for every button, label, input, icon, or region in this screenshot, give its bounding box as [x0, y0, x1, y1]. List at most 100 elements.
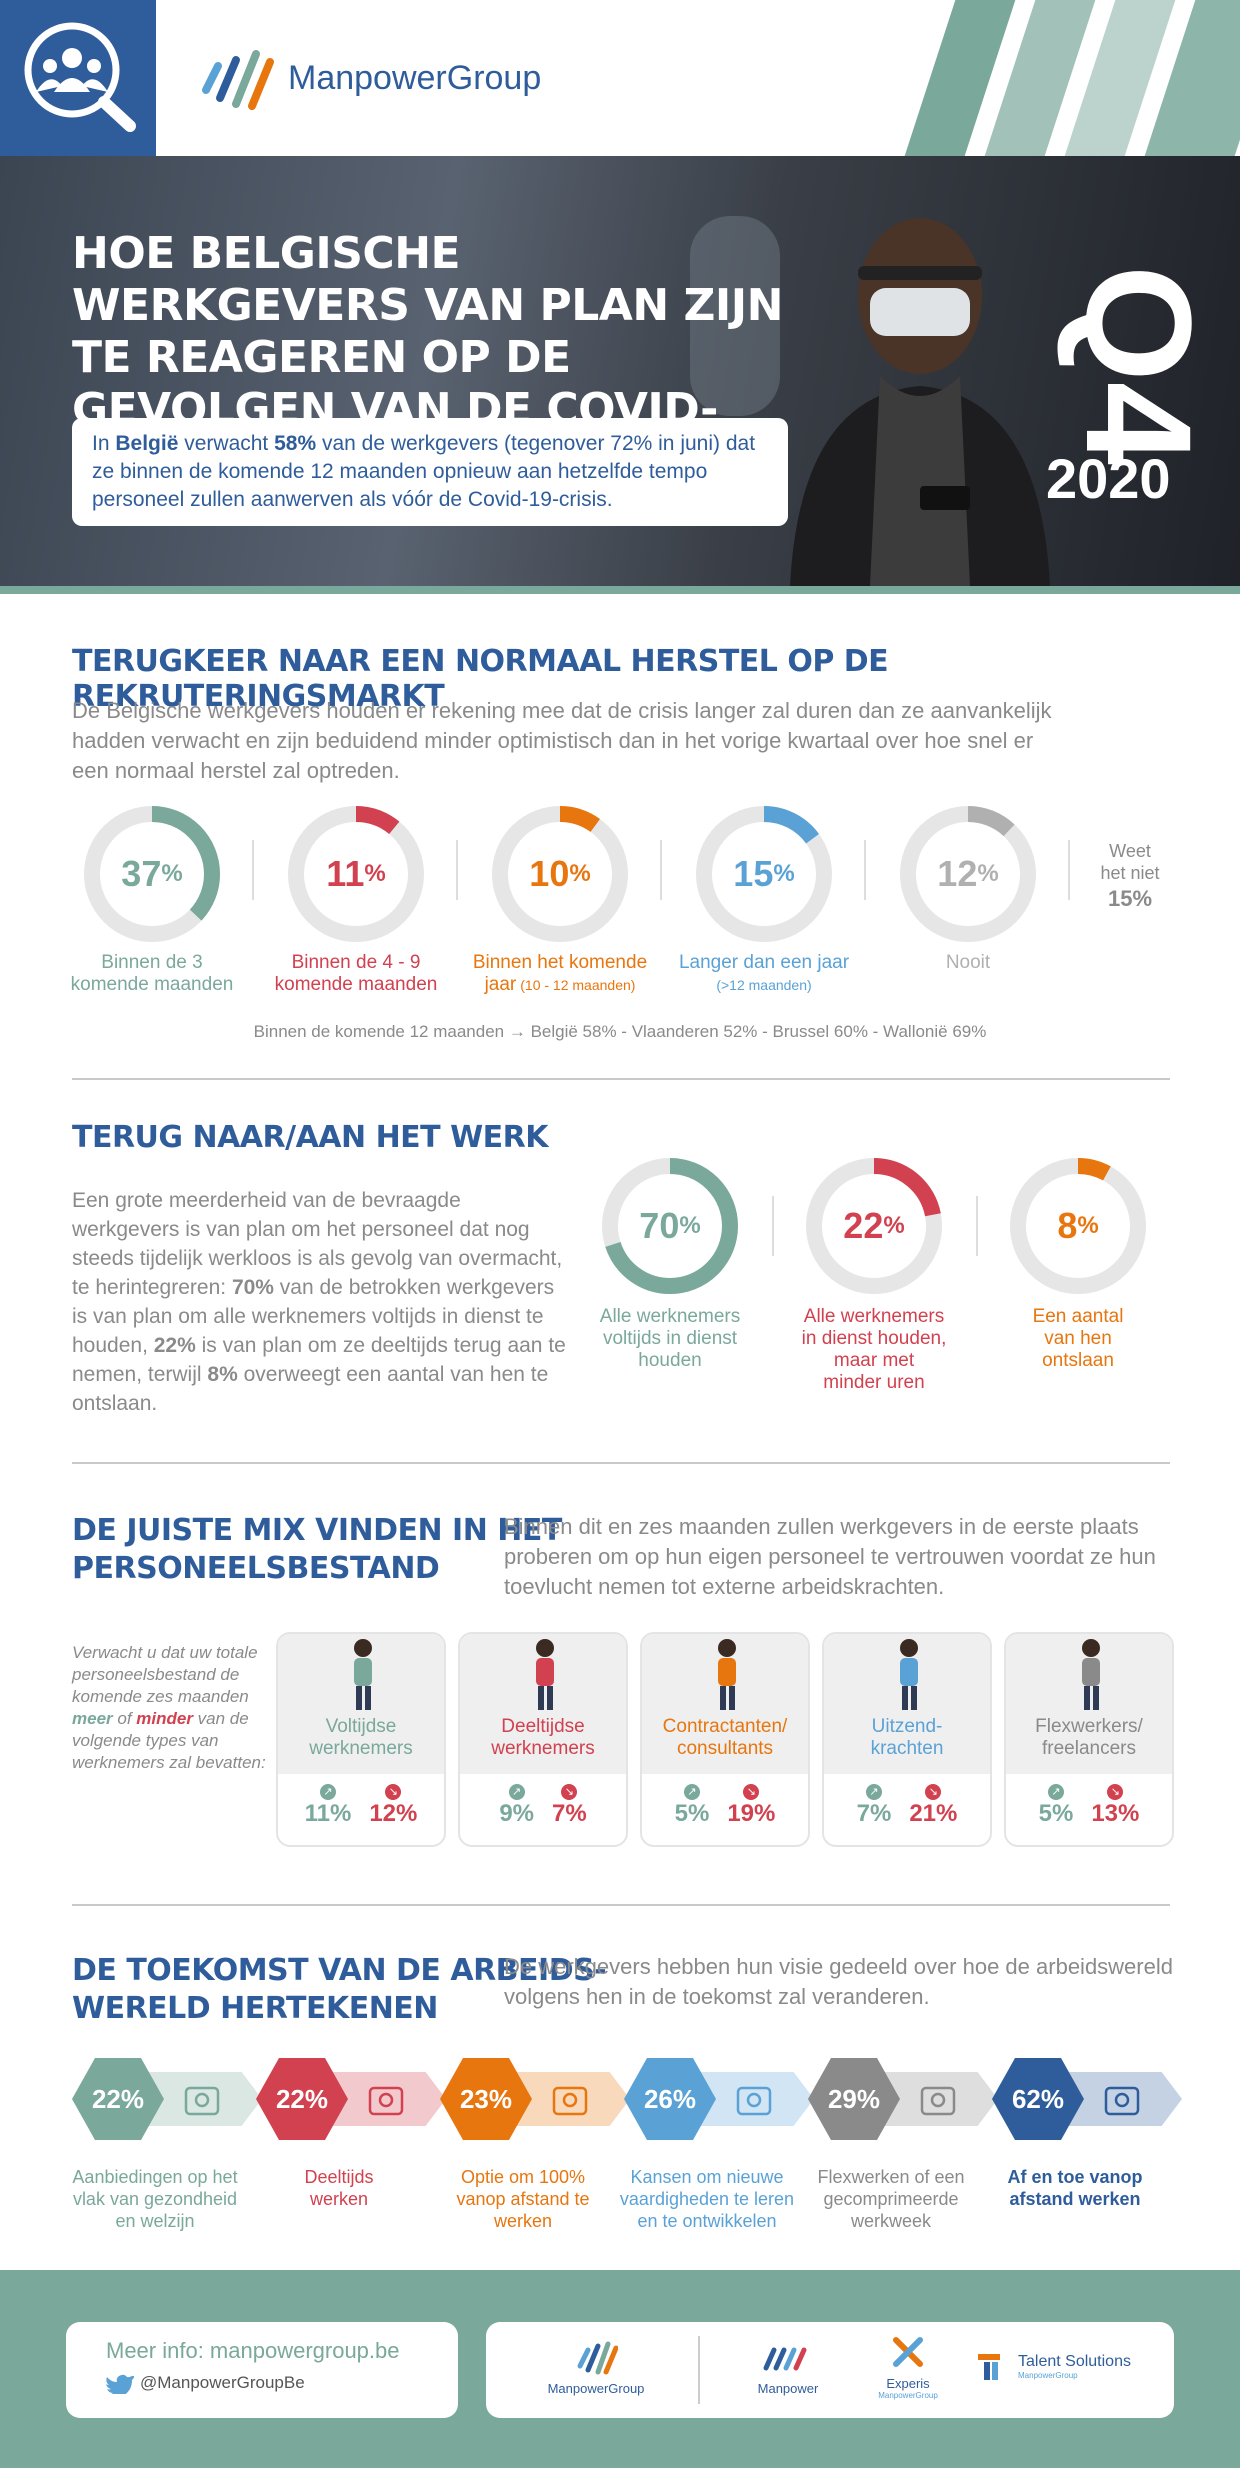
worker-figure-icon: [536, 1639, 554, 1710]
label-line: Binnen het komende: [472, 952, 648, 973]
percent-less: 12%: [369, 1800, 418, 1827]
logo-text: ManpowerGroup: [547, 2381, 645, 2396]
twitter-link[interactable]: @ManpowerGroupBe: [106, 2372, 418, 2394]
percent-less: 7%: [552, 1800, 587, 1827]
label-line: werknemers: [309, 1738, 413, 1759]
value-more: ↗ 7%: [857, 1782, 891, 1828]
quarter-label: Q4: [1055, 265, 1223, 466]
house-icon: [368, 2086, 404, 2116]
percent-more: 5%: [674, 1800, 710, 1827]
worker-figure-icon: [900, 1639, 918, 1710]
year-label: 2020: [1046, 447, 1171, 510]
s2-text: overweegt een aantal van hen te ontslaan…: [72, 1363, 549, 1415]
card-illustration: Contractanten/consultants: [642, 1634, 808, 1774]
hero-divider: [0, 586, 1240, 594]
donut-fill: [1010, 1158, 1146, 1294]
label-line: vlak van gezondheid: [72, 2189, 238, 2209]
worker-type-card: Uitzend-krachten ↗ 7% ↘ 21%: [822, 1632, 992, 1847]
donut-number: 11: [326, 853, 365, 894]
donut-label: Een aantal van hen ontslaan: [978, 1306, 1178, 1372]
item-hexagon: 29%: [808, 2058, 900, 2140]
donut-value: 11%: [286, 804, 426, 944]
donut-separator: [772, 1196, 774, 1256]
donut-value: 10%: [490, 804, 630, 944]
intro-text: van de werkgevers (tegenover 72% in juni…: [92, 432, 756, 511]
label-line: vanop afstand te: [456, 2189, 590, 2209]
percent-more: 9%: [499, 1800, 534, 1827]
item-percent: 23%: [459, 2083, 513, 2114]
label-line: ontslaan: [1042, 1350, 1114, 1371]
s2-highlight: 8%: [207, 1363, 238, 1386]
talent-solutions-logo-icon: [978, 2354, 1000, 2380]
label-line: minder uren: [823, 1372, 925, 1393]
donut-label: Langer dan een jaar (>12 maanden): [664, 952, 864, 996]
brand-logo[interactable]: ManpowerGroup: [198, 46, 541, 110]
donut-label: Nooit: [868, 952, 1068, 974]
label-line: werknemers: [491, 1738, 595, 1759]
home-office-icon: [1104, 2086, 1140, 2116]
percent-sign: %: [773, 860, 795, 887]
q-text: of: [112, 1709, 137, 1728]
label-line: Binnen de 3: [101, 952, 203, 973]
card-values: ↗ 5% ↘ 19%: [642, 1774, 808, 1828]
value-more: ↗ 5%: [1039, 1782, 1073, 1828]
donut-separator: [976, 1196, 978, 1256]
q-text: van de volgende types van werknemers zal…: [72, 1709, 266, 1772]
label-line: Uitzend-: [871, 1716, 943, 1737]
clock-icon: [920, 2086, 956, 2116]
item-label: Deeltijds werken: [244, 2166, 434, 2210]
donut-ring: [84, 806, 220, 942]
item-hexagon: 23%: [440, 2058, 532, 2140]
worker-type-card: Contractanten/consultants ↗ 5% ↘ 19%: [640, 1632, 810, 1847]
label-line: Flexwerkers/: [1035, 1716, 1143, 1737]
s2-text: is van plan om ze deeltijds terug aan te…: [72, 1334, 566, 1386]
section3-title: DE JUISTE MIX VINDEN IN HET PERSONEELSBE…: [72, 1512, 562, 1588]
arrow-up-icon: ↗: [1047, 1784, 1064, 1800]
q-more: meer: [72, 1709, 113, 1728]
section1-text: De Belgische werkgevers houden er rekeni…: [72, 698, 1052, 783]
value-less: ↘ 12%: [369, 1782, 417, 1828]
label-line: Deeltijdse: [501, 1716, 585, 1737]
label-line: (>12 maanden): [664, 974, 864, 996]
item-hexagon: 26%: [624, 2058, 716, 2140]
donut-fill: [806, 1158, 942, 1294]
future-item: 23%: [440, 2058, 630, 2140]
intro-text: In: [92, 432, 116, 455]
worker-figure-icon: [1082, 1639, 1100, 1710]
section1-title: TERUGKEER NAAR EEN NORMAAL HERSTEL OP DE…: [72, 644, 889, 714]
intro-text: verwacht: [178, 432, 275, 455]
logo-text: Talent Solutions: [1018, 2352, 1131, 2370]
arrow-down-icon: ↘: [385, 1784, 402, 1800]
logo-manpower[interactable]: Manpower: [738, 2336, 838, 2396]
donut-separator: [1068, 840, 1070, 900]
hero-intro-box: In België verwacht 58% van de werkgevers…: [72, 418, 788, 526]
label-line: Langer dan een jaar: [678, 952, 850, 973]
donut-separator: [864, 840, 866, 900]
logo-manpowergroup[interactable]: ManpowerGroup: [526, 2336, 666, 2396]
donut-separator: [456, 840, 458, 900]
label-line: Contractanten/: [662, 1716, 788, 1737]
label-line: Flexwerken of een: [817, 2167, 965, 2187]
label-line: jaar (10 - 12 maanden): [460, 974, 660, 996]
donut-number: 15: [733, 853, 774, 894]
donut-ring: [288, 806, 424, 942]
manpowergroup-logo-icon: [577, 2341, 619, 2375]
future-item: 22%: [72, 2058, 262, 2140]
donut-fill: [84, 806, 220, 942]
percent-sign: %: [364, 860, 386, 887]
percent-sign: %: [679, 1212, 701, 1239]
value-less: ↘ 7%: [552, 1782, 587, 1828]
donut-number: 10: [529, 853, 570, 894]
donut-separator: [252, 840, 254, 900]
arrow-up-icon: ↗: [319, 1784, 336, 1800]
q-less: minder: [136, 1709, 193, 1728]
website-link[interactable]: Meer info: manpowergroup.be: [106, 2338, 400, 2363]
logo-talent-solutions[interactable]: Talent Solutions ManpowerGroup: [976, 2350, 1131, 2382]
footer-logos: ManpowerGroup Manpower Experis ManpowerG…: [486, 2322, 1174, 2418]
percent-sign: %: [883, 1212, 905, 1239]
title-line: WERELD HERTEKENEN: [72, 1991, 438, 2026]
value-less: ↘ 13%: [1091, 1782, 1139, 1828]
percent-less: 19%: [727, 1800, 776, 1827]
logo-experis[interactable]: Experis ManpowerGroup: [858, 2332, 958, 2400]
label-line: Een aantal: [1032, 1306, 1124, 1327]
